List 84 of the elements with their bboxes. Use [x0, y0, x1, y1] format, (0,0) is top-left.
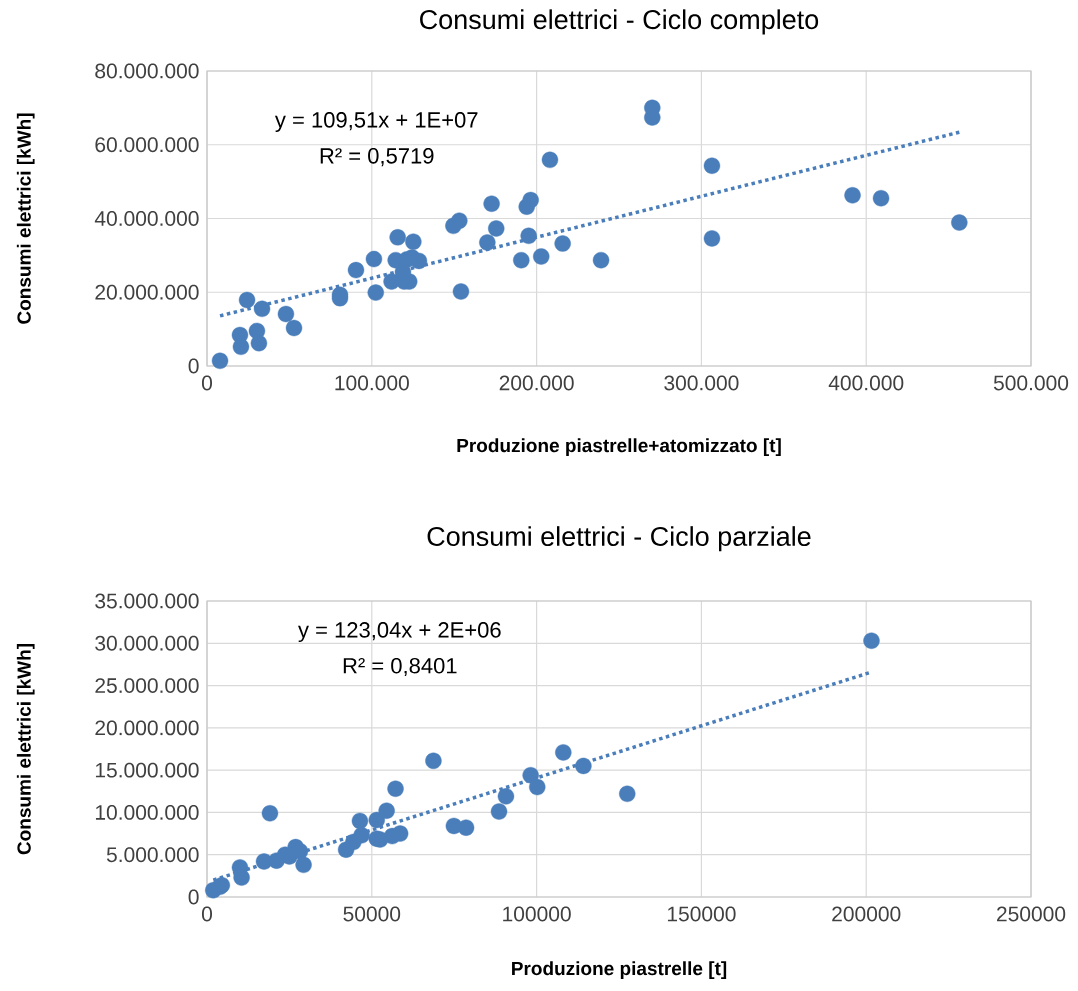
- y-tick-label: 20.000.000: [95, 720, 199, 736]
- point: [863, 632, 880, 649]
- chart-title: Consumi elettrici - Ciclo parziale: [427, 526, 811, 552]
- point: [479, 234, 496, 251]
- point: [389, 229, 406, 246]
- point: [387, 780, 404, 797]
- point: [555, 744, 572, 761]
- y-tick-label: 30.000.000: [95, 635, 199, 651]
- x-tick-label: 50000: [343, 906, 401, 922]
- point: [497, 788, 515, 805]
- y-tick-label: 40.000.000: [94, 211, 199, 226]
- x-tick-label: 0: [201, 375, 213, 391]
- y-tick-label: 15.000.000: [95, 762, 199, 778]
- x-tick-label: 250000: [997, 906, 1066, 922]
- point: [490, 803, 508, 820]
- point: [483, 195, 500, 212]
- x-axis-title: Produzione piastrelle+atomizzato [t]: [457, 438, 781, 456]
- annotation: R² = 0,8401: [343, 657, 457, 677]
- point: [285, 319, 303, 337]
- x-tick-label: 400.000: [828, 375, 904, 391]
- point: [232, 338, 250, 356]
- point: [410, 252, 428, 270]
- point: [353, 827, 370, 844]
- point: [347, 261, 365, 279]
- point: [425, 752, 442, 770]
- y-tick-label: 0: [188, 358, 199, 374]
- y-tick-label: 20.000.000: [95, 284, 199, 300]
- point: [365, 250, 383, 268]
- x-axis-title: Produzione piastrelle [t]: [512, 961, 727, 979]
- y-tick-label: 35.000.000: [95, 593, 199, 609]
- point: [452, 283, 470, 300]
- point: [233, 869, 250, 886]
- x-tick-label: 0: [201, 906, 213, 922]
- point: [253, 300, 271, 318]
- y-tick-label: 25.000.000: [95, 678, 199, 694]
- x-tick-label: 150000: [667, 906, 736, 922]
- point: [488, 220, 505, 237]
- x-tick-label: 200.000: [499, 375, 574, 391]
- x-tick-label: 300.000: [664, 375, 739, 391]
- point: [703, 157, 721, 174]
- point: [513, 251, 530, 269]
- point: [211, 352, 229, 370]
- point: [367, 284, 384, 301]
- annotation: R² = 0,5719: [320, 148, 434, 167]
- x-tick-label: 100.000: [335, 375, 409, 391]
- annotation: y = 123,04x + 2E+06: [298, 622, 501, 643]
- point: [405, 233, 422, 250]
- point: [872, 190, 890, 207]
- y-tick-label: 10.000.000: [95, 804, 199, 820]
- point: [378, 802, 395, 819]
- y-tick-label: 60.000.000: [95, 137, 199, 153]
- chart-title: Consumi elettrici - Ciclo completo: [420, 9, 819, 35]
- x-tick-label: 500.000: [993, 375, 1069, 391]
- point: [295, 856, 312, 874]
- x-tick-label: 100000: [503, 906, 571, 922]
- point: [451, 212, 468, 229]
- point: [520, 227, 537, 245]
- point: [703, 230, 721, 247]
- y-tick-label: 80.000.000: [95, 63, 199, 79]
- point: [844, 187, 861, 204]
- y-axis-title: Consumi elettrici [kWh]: [16, 113, 35, 324]
- point: [522, 191, 539, 209]
- point: [457, 819, 475, 836]
- point: [529, 778, 546, 796]
- point: [351, 812, 369, 830]
- point: [951, 214, 968, 231]
- point: [391, 825, 409, 842]
- point: [541, 151, 559, 169]
- y-tick-label: 5.000.000: [106, 847, 199, 863]
- point: [238, 291, 256, 309]
- point: [368, 811, 385, 829]
- point: [575, 757, 592, 775]
- point: [250, 334, 268, 352]
- x-tick-label: 200000: [832, 906, 901, 922]
- point: [554, 235, 571, 252]
- point: [277, 305, 295, 323]
- annotation: y = 109,51x + 1E+07: [274, 112, 478, 132]
- point: [522, 767, 539, 784]
- point: [261, 805, 279, 822]
- point: [619, 785, 636, 803]
- point: [592, 251, 610, 269]
- point: [533, 248, 550, 265]
- y-axis-title: Consumi elettrici [kWh]: [16, 643, 35, 855]
- y-tick-label: 0: [188, 889, 199, 905]
